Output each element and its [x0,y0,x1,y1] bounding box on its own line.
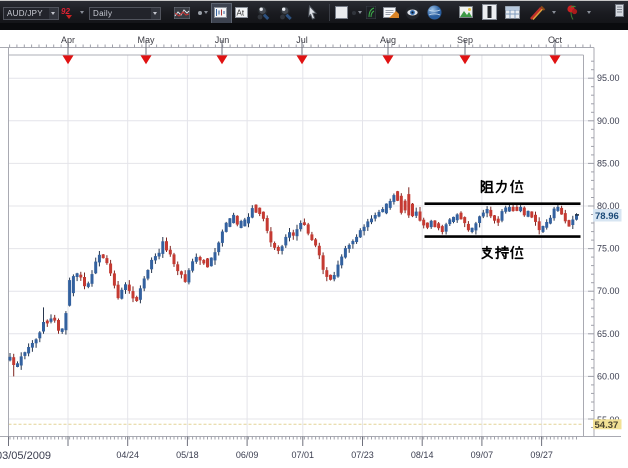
svg-text:Apr: Apr [61,35,75,45]
svg-text:Jun: Jun [215,35,230,45]
svg-text:05/18: 05/18 [176,450,199,460]
svg-text:08/14: 08/14 [411,450,434,460]
svg-text:90.00: 90.00 [597,116,620,126]
svg-text:60.00: 60.00 [597,371,620,381]
svg-text:85.00: 85.00 [597,158,620,168]
svg-text:06/09: 06/09 [236,450,259,460]
svg-text:95.00: 95.00 [597,73,620,83]
svg-text:07/01: 07/01 [292,450,315,460]
svg-text:80.00: 80.00 [597,201,620,211]
svg-text:70.00: 70.00 [597,286,620,296]
svg-text:Jul: Jul [296,35,308,45]
svg-text:Oct: Oct [548,35,563,45]
svg-text:78.96: 78.96 [595,211,619,222]
svg-text:09/07: 09/07 [471,450,494,460]
svg-text:03/05/2009: 03/05/2009 [0,450,51,462]
svg-text:65.00: 65.00 [597,329,620,339]
svg-text:Aug: Aug [380,35,396,45]
svg-text:09/27: 09/27 [530,450,553,460]
svg-text:At: At [237,9,245,18]
svg-text:May: May [137,35,155,45]
svg-text:75.00: 75.00 [597,244,620,254]
svg-text:Sep: Sep [457,35,473,45]
svg-text:04/24: 04/24 [116,450,139,460]
svg-text:54.37: 54.37 [595,420,619,431]
svg-text:07/23: 07/23 [351,450,374,460]
